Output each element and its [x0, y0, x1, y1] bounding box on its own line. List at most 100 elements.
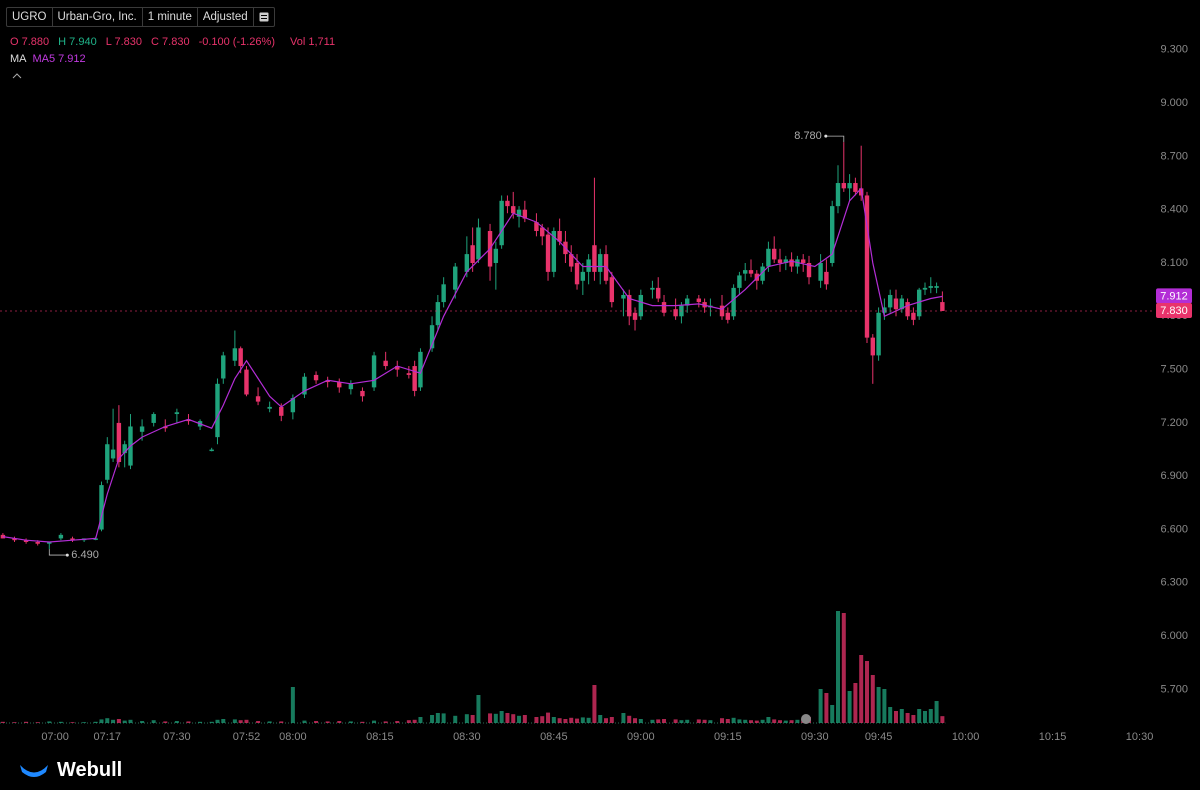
volume-bar — [853, 683, 858, 723]
candle-body — [841, 183, 846, 189]
candle-body — [215, 383, 220, 438]
candle-body — [337, 382, 342, 388]
volume-bar — [395, 721, 400, 723]
candle-body — [656, 287, 661, 299]
volume-bar — [743, 719, 748, 723]
volume-bar — [70, 722, 75, 723]
settings-icon[interactable] — [254, 8, 274, 26]
candle-body — [592, 245, 597, 272]
volume-bar — [499, 711, 504, 723]
quote-value: -0.100 (-1.26%) — [198, 36, 275, 48]
candle-body — [847, 183, 852, 189]
volume-bar — [493, 713, 498, 723]
candle-body — [934, 286, 939, 288]
symbol[interactable]: UGRO — [7, 8, 53, 26]
candle-body — [151, 414, 156, 423]
volume-bar — [476, 695, 481, 723]
candle-body — [12, 538, 17, 541]
volume-bar — [847, 691, 852, 723]
volume-bar — [783, 720, 788, 723]
candle-body — [743, 270, 748, 274]
volume-bar — [360, 721, 365, 723]
volume-bar — [940, 716, 945, 723]
quote-label: O — [10, 36, 19, 48]
y-tick-label: 9.300 — [1160, 44, 1188, 56]
candle-body — [348, 383, 354, 390]
y-tick-label: 6.300 — [1160, 577, 1188, 589]
candle-body — [864, 195, 870, 338]
candle-body — [360, 390, 365, 397]
volume-bar — [731, 717, 736, 723]
volume-bar — [267, 721, 272, 723]
candle-body — [609, 277, 615, 303]
volume-bar — [435, 713, 440, 723]
candle-body — [302, 376, 307, 395]
quote-value: 1,711 — [308, 36, 336, 48]
candle-body — [725, 312, 731, 320]
candle-body — [580, 271, 586, 281]
candle-body — [476, 227, 481, 260]
volume-bar — [696, 719, 701, 723]
logo — [20, 765, 48, 777]
candle-body — [650, 287, 655, 290]
volume-bar — [824, 693, 829, 723]
candle-body — [777, 259, 783, 263]
quote-item: L 7.830 — [106, 36, 142, 48]
candle-body — [574, 262, 580, 285]
candle-body — [818, 262, 823, 281]
volume-bar — [789, 720, 794, 723]
volume-bar — [209, 721, 214, 723]
volume-bar — [685, 719, 690, 723]
candle-body — [255, 396, 261, 402]
volume-bar — [128, 719, 133, 723]
candle-body — [93, 538, 98, 540]
volume-bar — [82, 722, 87, 723]
candle-body — [522, 209, 528, 219]
candle-body — [464, 254, 470, 272]
volume-bar — [505, 713, 510, 723]
volume-bar — [841, 613, 846, 723]
indicator-row: MA MA5 7.912 — [10, 53, 86, 65]
volume-bar — [314, 721, 319, 723]
candle-body — [557, 231, 562, 242]
volume-bar — [35, 722, 40, 723]
x-tick-label: 09:30 — [801, 731, 829, 743]
annotation-label: 8.780 — [794, 130, 822, 142]
adjustment[interactable]: Adjusted — [198, 8, 254, 26]
volume-bar — [24, 721, 29, 723]
x-tick-label: 07:52 — [233, 731, 261, 743]
candle-body — [516, 209, 522, 217]
candle-body — [99, 485, 104, 530]
volume-bar — [511, 714, 516, 723]
candle-body — [238, 348, 243, 367]
chart: 5.7006.0006.3006.6006.9007.2007.5007.800… — [0, 44, 1192, 743]
interval[interactable]: 1 minute — [143, 8, 198, 26]
candle-body — [470, 245, 475, 263]
last-price-box — [1156, 302, 1192, 318]
volume-bar — [348, 721, 353, 723]
candle-body — [371, 355, 377, 388]
x-tick-label: 07:30 — [163, 731, 191, 743]
volume-bar — [905, 713, 910, 723]
collapse-caret[interactable] — [12, 73, 22, 79]
y-tick-label: 8.700 — [1160, 150, 1188, 162]
quote-item: Vol 1,711 — [290, 36, 335, 48]
volume-bar — [551, 717, 556, 723]
candle-body — [685, 298, 690, 306]
candle-body — [905, 302, 910, 317]
volume-bar — [621, 713, 626, 723]
quote-label: H — [58, 36, 67, 48]
candle-body — [829, 206, 835, 263]
volume-bar — [917, 709, 922, 723]
candle-body — [139, 426, 145, 432]
candle-body — [632, 312, 638, 320]
volume-bar — [893, 711, 898, 723]
volume-bar — [534, 717, 539, 723]
volume-bar — [58, 721, 63, 723]
symbol-bar: UGRO Urban-Gro, Inc. 1 minute Adjusted — [6, 7, 275, 27]
candle-body — [290, 398, 296, 413]
y-tick-label: 9.000 — [1160, 97, 1188, 109]
y-tick-label: 6.000 — [1160, 630, 1188, 642]
candle-body — [696, 298, 702, 303]
quote-row: O 7.880 H 7.940 L 7.830 C 7.830 -0.100 (-1.2… — [10, 36, 335, 48]
